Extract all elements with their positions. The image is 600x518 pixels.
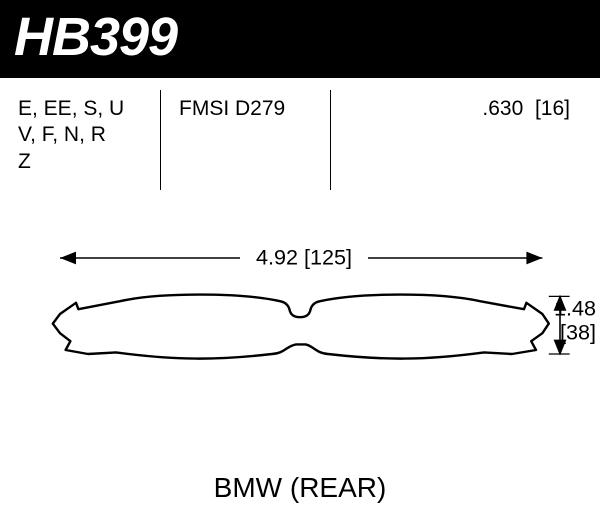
fmsi-value: FMSI D279 bbox=[179, 96, 312, 122]
footer-label: BMW (REAR) bbox=[0, 472, 600, 504]
diagram-svg: 4.92 [125] 1.48 [38] bbox=[0, 200, 600, 460]
thickness-mm: [16] bbox=[535, 97, 570, 120]
svg-text:4.92 [125]: 4.92 [125] bbox=[256, 244, 352, 269]
width-mm: [125] bbox=[304, 244, 352, 269]
diagram: 4.92 [125] 1.48 [38] bbox=[0, 200, 600, 460]
thickness-in: .630 bbox=[482, 97, 523, 120]
height-dimension: 1.48 [38] bbox=[549, 295, 596, 356]
height-mm: [38] bbox=[560, 320, 596, 345]
spec-thickness: .630 [16] bbox=[330, 90, 600, 190]
codes-line: V, F, N, R bbox=[18, 122, 142, 148]
pad-outline bbox=[53, 295, 549, 359]
spec-row: E, EE, S, U V, F, N, R Z FMSI D279 .630 … bbox=[0, 90, 600, 190]
part-number: HB399 bbox=[14, 6, 177, 68]
codes-line: Z bbox=[18, 149, 142, 175]
width-in: 4.92 bbox=[256, 244, 298, 269]
codes-line: E, EE, S, U bbox=[18, 96, 142, 122]
page: HB399 E, EE, S, U V, F, N, R Z FMSI D279… bbox=[0, 0, 600, 518]
spec-codes: E, EE, S, U V, F, N, R Z bbox=[0, 90, 160, 190]
width-dimension: 4.92 [125] bbox=[60, 244, 542, 273]
height-in: 1.48 bbox=[554, 296, 596, 321]
spec-fmsi: FMSI D279 bbox=[160, 90, 330, 190]
